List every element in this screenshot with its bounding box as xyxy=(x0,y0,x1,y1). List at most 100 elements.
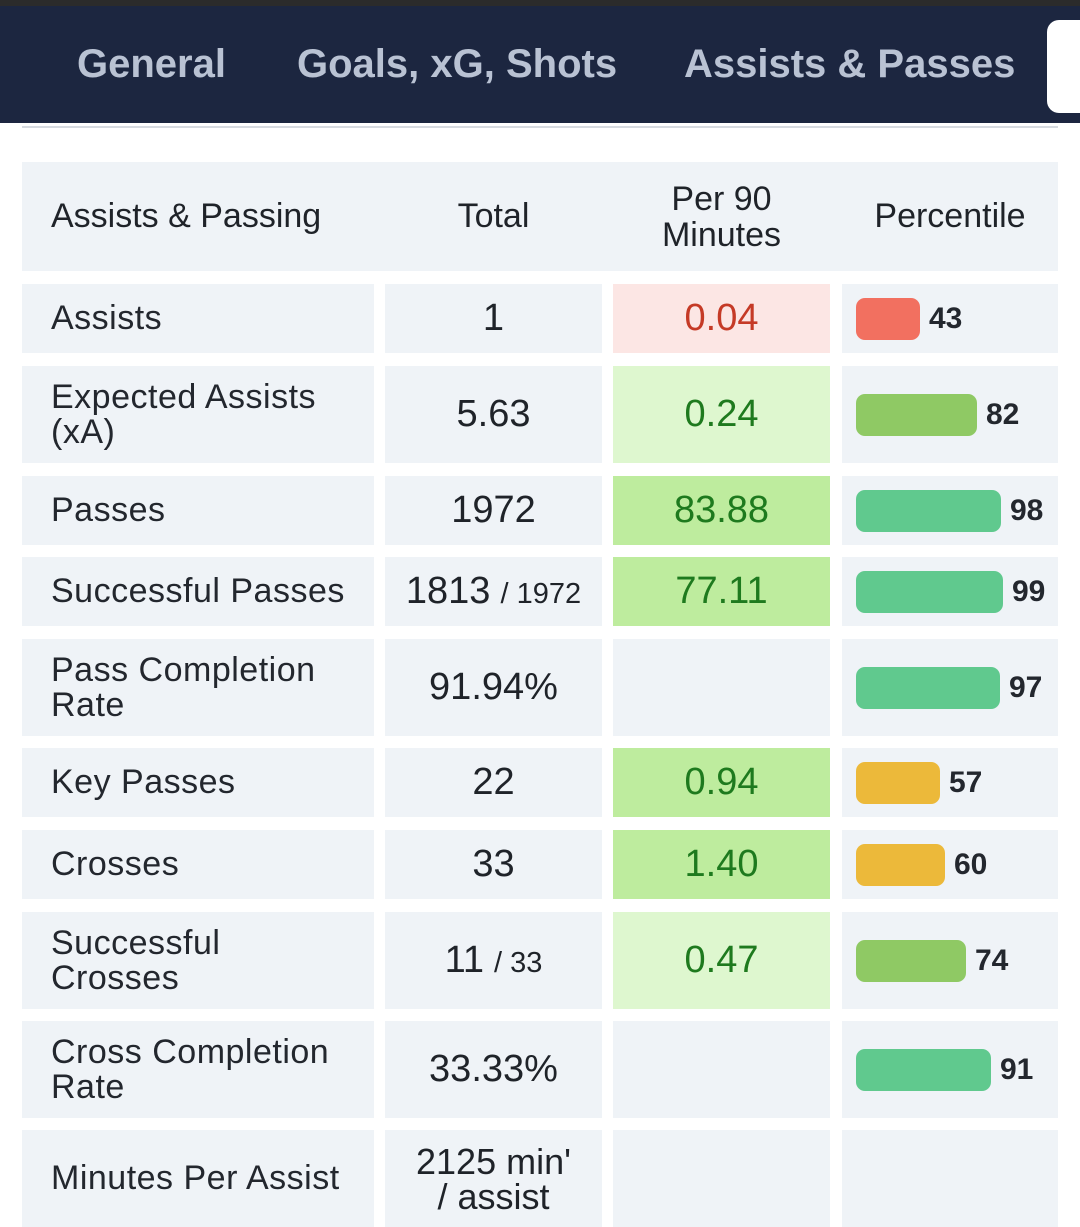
stat-label-line2: Rate xyxy=(51,685,125,724)
stat-per90-value: 0.24 xyxy=(684,393,759,435)
tab-bar: General Goals, xG, Shots Assists & Passe… xyxy=(0,6,1080,123)
stat-total-cell: 33 xyxy=(385,830,602,899)
stat-per90-cell xyxy=(613,639,830,736)
stat-per90-cell: 0.24 xyxy=(613,366,830,463)
percentile-value: 74 xyxy=(975,943,1009,977)
stat-per90-cell: 83.88 xyxy=(613,476,830,545)
stat-total-value: 1813 xyxy=(405,570,491,612)
percentile-value: 82 xyxy=(986,397,1020,431)
tab-general[interactable]: General xyxy=(77,42,226,86)
header-stat: Assists & Passing xyxy=(51,197,322,235)
divider xyxy=(22,126,1058,128)
stat-total-sub: / assist xyxy=(437,1175,550,1217)
stat-total-value: 33 xyxy=(472,843,515,885)
stat-label-cell: Passes xyxy=(22,476,374,545)
percentile-bar xyxy=(856,489,1001,532)
stat-label-cell: Assists xyxy=(22,284,374,353)
stat-label-line1: Passes xyxy=(51,491,166,529)
stat-label-line1: Key Passes xyxy=(51,763,236,801)
percentile-bar xyxy=(856,393,977,436)
stat-label-line1: Successful xyxy=(51,923,221,962)
tab-next-partial[interactable] xyxy=(1047,20,1080,113)
stat-per90-value: 0.94 xyxy=(684,761,759,803)
tab-assists-passes[interactable]: Assists & Passes xyxy=(684,42,1016,86)
stat-total-cell: 1972 xyxy=(385,476,602,545)
stat-total-value: 22 xyxy=(472,761,515,803)
stat-label-cell: Crosses xyxy=(22,830,374,899)
stat-total-cell: 33.33% xyxy=(385,1021,602,1118)
stat-total-value: 11 xyxy=(444,939,485,981)
stat-percentile-cell: 57 xyxy=(842,748,1058,817)
stat-total-cell: 22 xyxy=(385,748,602,817)
stat-percentile-cell: 97 xyxy=(842,639,1058,736)
stat-total-value: 5.63 xyxy=(456,393,531,435)
stat-total-cell: 11 / 33 xyxy=(385,912,602,1009)
stat-label-cell: Pass Completion Rate xyxy=(22,639,374,736)
stat-label-line2: (xA) xyxy=(51,412,116,451)
stat-label-cell: Cross Completion Rate xyxy=(22,1021,374,1118)
header-total: Total xyxy=(457,197,530,235)
stat-per90-value: 83.88 xyxy=(673,489,770,531)
percentile-bar xyxy=(856,843,945,886)
percentile-bar xyxy=(856,297,920,340)
stat-per90-cell: 1.40 xyxy=(613,830,830,899)
stat-per90-value: 0.47 xyxy=(684,939,759,981)
stat-label-line1: Minutes Per Assist xyxy=(51,1159,340,1197)
percentile-bar xyxy=(856,570,1003,613)
stat-per90-cell: 0.94 xyxy=(613,748,830,817)
stat-total-sub: / 1972 xyxy=(500,578,582,610)
stat-label-line1: Expected Assists xyxy=(51,377,317,416)
stat-label-line1: Crosses xyxy=(51,845,180,883)
stat-label-cell: Minutes Per Assist xyxy=(22,1130,374,1227)
stat-per90-cell: 0.47 xyxy=(613,912,830,1009)
stat-percentile-cell: 82 xyxy=(842,366,1058,463)
percentile-value: 57 xyxy=(949,765,983,799)
stat-total-value: 2125 min' xyxy=(416,1140,571,1182)
percentile-bar xyxy=(856,1048,991,1091)
stat-label-cell: Key Passes xyxy=(22,748,374,817)
stat-percentile-cell: 43 xyxy=(842,284,1058,353)
stat-label-line2: Rate xyxy=(51,1067,125,1106)
percentile-bar xyxy=(856,939,966,982)
stat-per90-cell xyxy=(613,1021,830,1118)
stat-percentile-cell: 60 xyxy=(842,830,1058,899)
stat-label-cell: Successful Crosses xyxy=(22,912,374,1009)
stat-total-cell: 5.63 xyxy=(385,366,602,463)
header-per90-line1: Per 90 xyxy=(671,180,772,218)
stat-per90-cell xyxy=(613,1130,830,1227)
stat-per90-cell: 77.11 xyxy=(613,557,830,626)
table-header: Assists & Passing Total Per 90 Minutes P… xyxy=(22,162,1058,271)
stat-total-cell: 91.94% xyxy=(385,639,602,736)
stat-total-cell: 1 xyxy=(385,284,602,353)
stat-label-cell: Expected Assists (xA) xyxy=(22,366,374,463)
percentile-value: 97 xyxy=(1009,670,1043,704)
top-strip xyxy=(0,0,1080,6)
percentile-bar xyxy=(856,761,940,804)
stat-total-value: 91.94% xyxy=(429,666,558,708)
stat-percentile-cell: 99 xyxy=(842,557,1058,626)
stat-percentile-cell: 91 xyxy=(842,1021,1058,1118)
percentile-value: 91 xyxy=(1000,1052,1034,1086)
stat-total-value: 1972 xyxy=(451,489,536,531)
percentile-value: 98 xyxy=(1010,493,1044,527)
stat-label-line1: Successful Passes xyxy=(51,572,345,610)
stat-per90-value: 0.04 xyxy=(684,297,759,339)
stat-per90-value: 77.11 xyxy=(675,570,768,612)
stat-per90-cell: 0.04 xyxy=(613,284,830,353)
header-percentile: Percentile xyxy=(874,197,1026,235)
stat-label-line1: Cross Completion xyxy=(51,1032,330,1071)
stat-label-line1: Assists xyxy=(51,299,163,337)
stat-total-value: 33.33% xyxy=(429,1048,558,1090)
percentile-value: 43 xyxy=(929,301,963,335)
stat-total-cell: 1813 / 1972 xyxy=(385,557,602,626)
stat-percentile-cell: 74 xyxy=(842,912,1058,1009)
header-per90: Per 90 Minutes xyxy=(613,181,830,253)
stat-per90-value: 1.40 xyxy=(684,843,759,885)
percentile-value: 60 xyxy=(954,847,988,881)
tab-goals-xg-shots[interactable]: Goals, xG, Shots xyxy=(297,42,618,86)
stat-total-sub: / 33 xyxy=(494,947,543,979)
stat-total-value: 1 xyxy=(482,297,505,339)
stat-percentile-cell: 98 xyxy=(842,476,1058,545)
header-per90-line2: Minutes xyxy=(661,216,782,254)
stat-label-line2: Crosses xyxy=(51,958,180,997)
